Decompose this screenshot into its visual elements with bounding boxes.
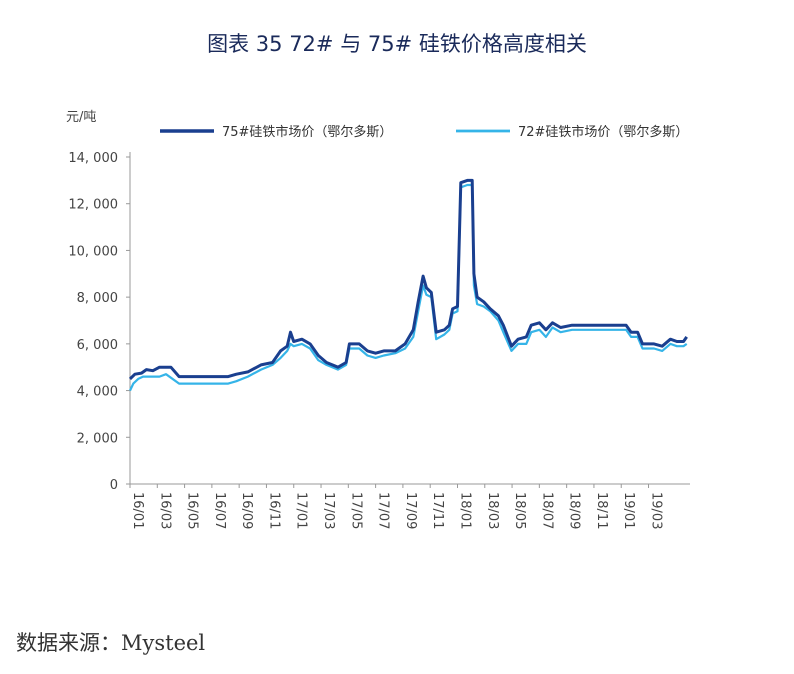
y-tick-label: 2, 000: [77, 431, 118, 446]
x-tick-label: 18/07: [539, 492, 554, 529]
y-tick-label: 10, 000: [68, 244, 118, 259]
x-tick-label: 18/05: [512, 492, 527, 529]
x-tick-label: 18/03: [485, 492, 500, 529]
x-tick-label: 16/03: [157, 492, 172, 529]
x-tick-label: 16/11: [266, 492, 281, 529]
chart-lines: [128, 178, 688, 392]
data-source-note: 数据来源：Mysteel: [16, 631, 206, 655]
legend-72-label: 72#硅铁市场价（鄂尔多斯）: [518, 124, 688, 140]
y-tick-label: 0: [110, 478, 118, 493]
x-tick-label: 18/01: [457, 492, 472, 529]
y-tick-label: 12, 000: [68, 198, 118, 213]
series-line-72: [129, 183, 688, 392]
chart-title: 图表 35 72# 与 75# 硅铁价格高度相关: [207, 32, 587, 56]
x-tick-label: 17/01: [294, 492, 309, 529]
x-tick-label: 18/09: [567, 492, 582, 529]
series-line-75: [128, 178, 688, 380]
x-tick-label: 19/03: [649, 492, 664, 529]
y-tick-label: 8, 000: [77, 291, 118, 306]
chart-axes: 元/吨 0 2, 000 4, 000 6, 000 8, 000 10, 000 12, 0…: [66, 110, 690, 529]
price-line-chart: 元/吨 0 2, 000 4, 000 6, 000 8, 000 10, 000 12, 0…: [66, 110, 690, 529]
x-tick-label: 16/01: [130, 492, 145, 529]
y-axis-label: 元/吨: [66, 110, 96, 125]
y-tick-label: 4, 000: [77, 385, 118, 400]
legend-75-label: 75#硅铁市场价（鄂尔多斯）: [222, 124, 392, 140]
x-tick-label: 17/09: [403, 492, 418, 529]
y-tick-label: 14, 000: [68, 151, 118, 166]
chart-legend: 75#硅铁市场价（鄂尔多斯） 72#硅铁市场价（鄂尔多斯）: [160, 124, 688, 140]
x-tick-label: 16/07: [212, 492, 227, 529]
x-tick-label: 17/07: [376, 492, 391, 529]
x-tick-label: 17/03: [321, 492, 336, 529]
x-tick-label: 18/11: [594, 492, 609, 529]
x-tick-label: 19/01: [621, 492, 636, 529]
y-tick-label: 6, 000: [77, 338, 118, 353]
x-tick-label: 17/05: [348, 492, 363, 529]
x-tick-label: 17/11: [430, 492, 445, 529]
x-tick-label: 16/09: [239, 492, 254, 529]
x-tick-label: 16/05: [185, 492, 200, 529]
